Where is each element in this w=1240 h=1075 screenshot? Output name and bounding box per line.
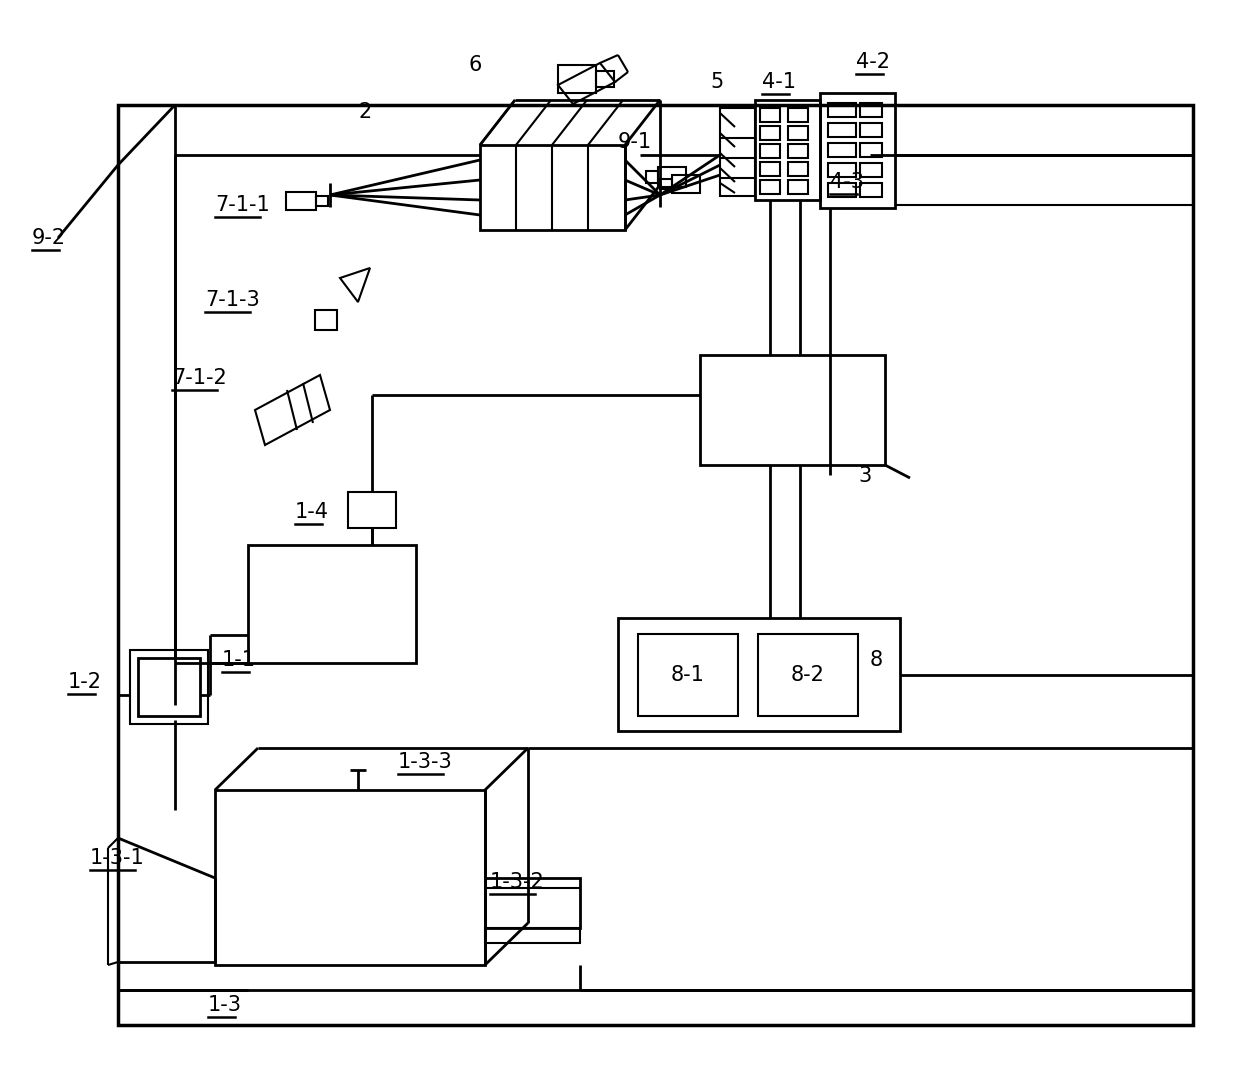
Text: 1-2: 1-2	[68, 672, 102, 692]
Text: 8-1: 8-1	[671, 665, 704, 685]
Bar	[315, 310, 337, 330]
Text: 7-1-2: 7-1-2	[172, 368, 227, 388]
Text: 5: 5	[711, 72, 723, 92]
Bar	[485, 878, 580, 928]
Text: 1-3-1: 1-3-1	[91, 848, 145, 868]
Text: 8-2: 8-2	[791, 665, 825, 685]
Text: 8: 8	[870, 650, 883, 670]
Bar	[758, 634, 858, 716]
Bar	[760, 108, 780, 121]
Bar	[820, 94, 895, 207]
Text: 1-4: 1-4	[295, 502, 329, 522]
Bar	[646, 171, 658, 183]
Bar	[861, 103, 882, 117]
Bar	[348, 492, 396, 528]
Bar	[672, 175, 701, 193]
Bar	[660, 180, 672, 189]
Bar	[861, 143, 882, 157]
Bar	[787, 126, 808, 140]
Bar	[248, 545, 415, 663]
Bar	[828, 163, 856, 177]
Text: 1-3-3: 1-3-3	[398, 752, 453, 772]
Bar	[861, 123, 882, 137]
Bar	[787, 162, 808, 176]
Text: 2: 2	[358, 102, 371, 121]
Bar	[755, 100, 820, 200]
Bar	[828, 123, 856, 137]
Bar	[658, 167, 686, 187]
Bar	[639, 634, 738, 716]
Bar	[720, 108, 755, 196]
Bar	[286, 192, 316, 210]
Bar	[760, 162, 780, 176]
Bar	[861, 183, 882, 197]
Bar	[480, 145, 625, 230]
Bar	[787, 144, 808, 158]
Bar	[861, 163, 882, 177]
Text: 1-3-2: 1-3-2	[490, 872, 544, 892]
Bar	[316, 196, 329, 206]
Text: 4-3: 4-3	[830, 172, 864, 192]
Bar	[760, 126, 780, 140]
Text: 9-1: 9-1	[618, 132, 652, 152]
Bar	[760, 180, 780, 194]
Bar	[596, 71, 614, 87]
Bar	[485, 928, 580, 943]
Bar	[118, 105, 1193, 1024]
Text: 7-1-1: 7-1-1	[215, 195, 270, 215]
Text: 3: 3	[858, 465, 872, 486]
Bar	[558, 64, 596, 94]
Text: 6: 6	[467, 55, 481, 75]
Bar	[828, 143, 856, 157]
Text: 4-2: 4-2	[856, 52, 890, 72]
Bar	[828, 183, 856, 197]
Bar	[130, 650, 208, 723]
Bar	[828, 103, 856, 117]
Text: 1-3: 1-3	[208, 995, 242, 1015]
Text: 7-1-3: 7-1-3	[205, 290, 259, 310]
Text: 1-1: 1-1	[222, 650, 255, 670]
Text: 9-2: 9-2	[32, 228, 66, 248]
Bar	[701, 355, 885, 465]
Bar	[787, 108, 808, 121]
Bar	[138, 658, 200, 716]
Text: 4-1: 4-1	[763, 72, 796, 92]
Bar	[787, 180, 808, 194]
Bar	[760, 144, 780, 158]
Bar	[215, 790, 485, 965]
Bar	[618, 618, 900, 731]
